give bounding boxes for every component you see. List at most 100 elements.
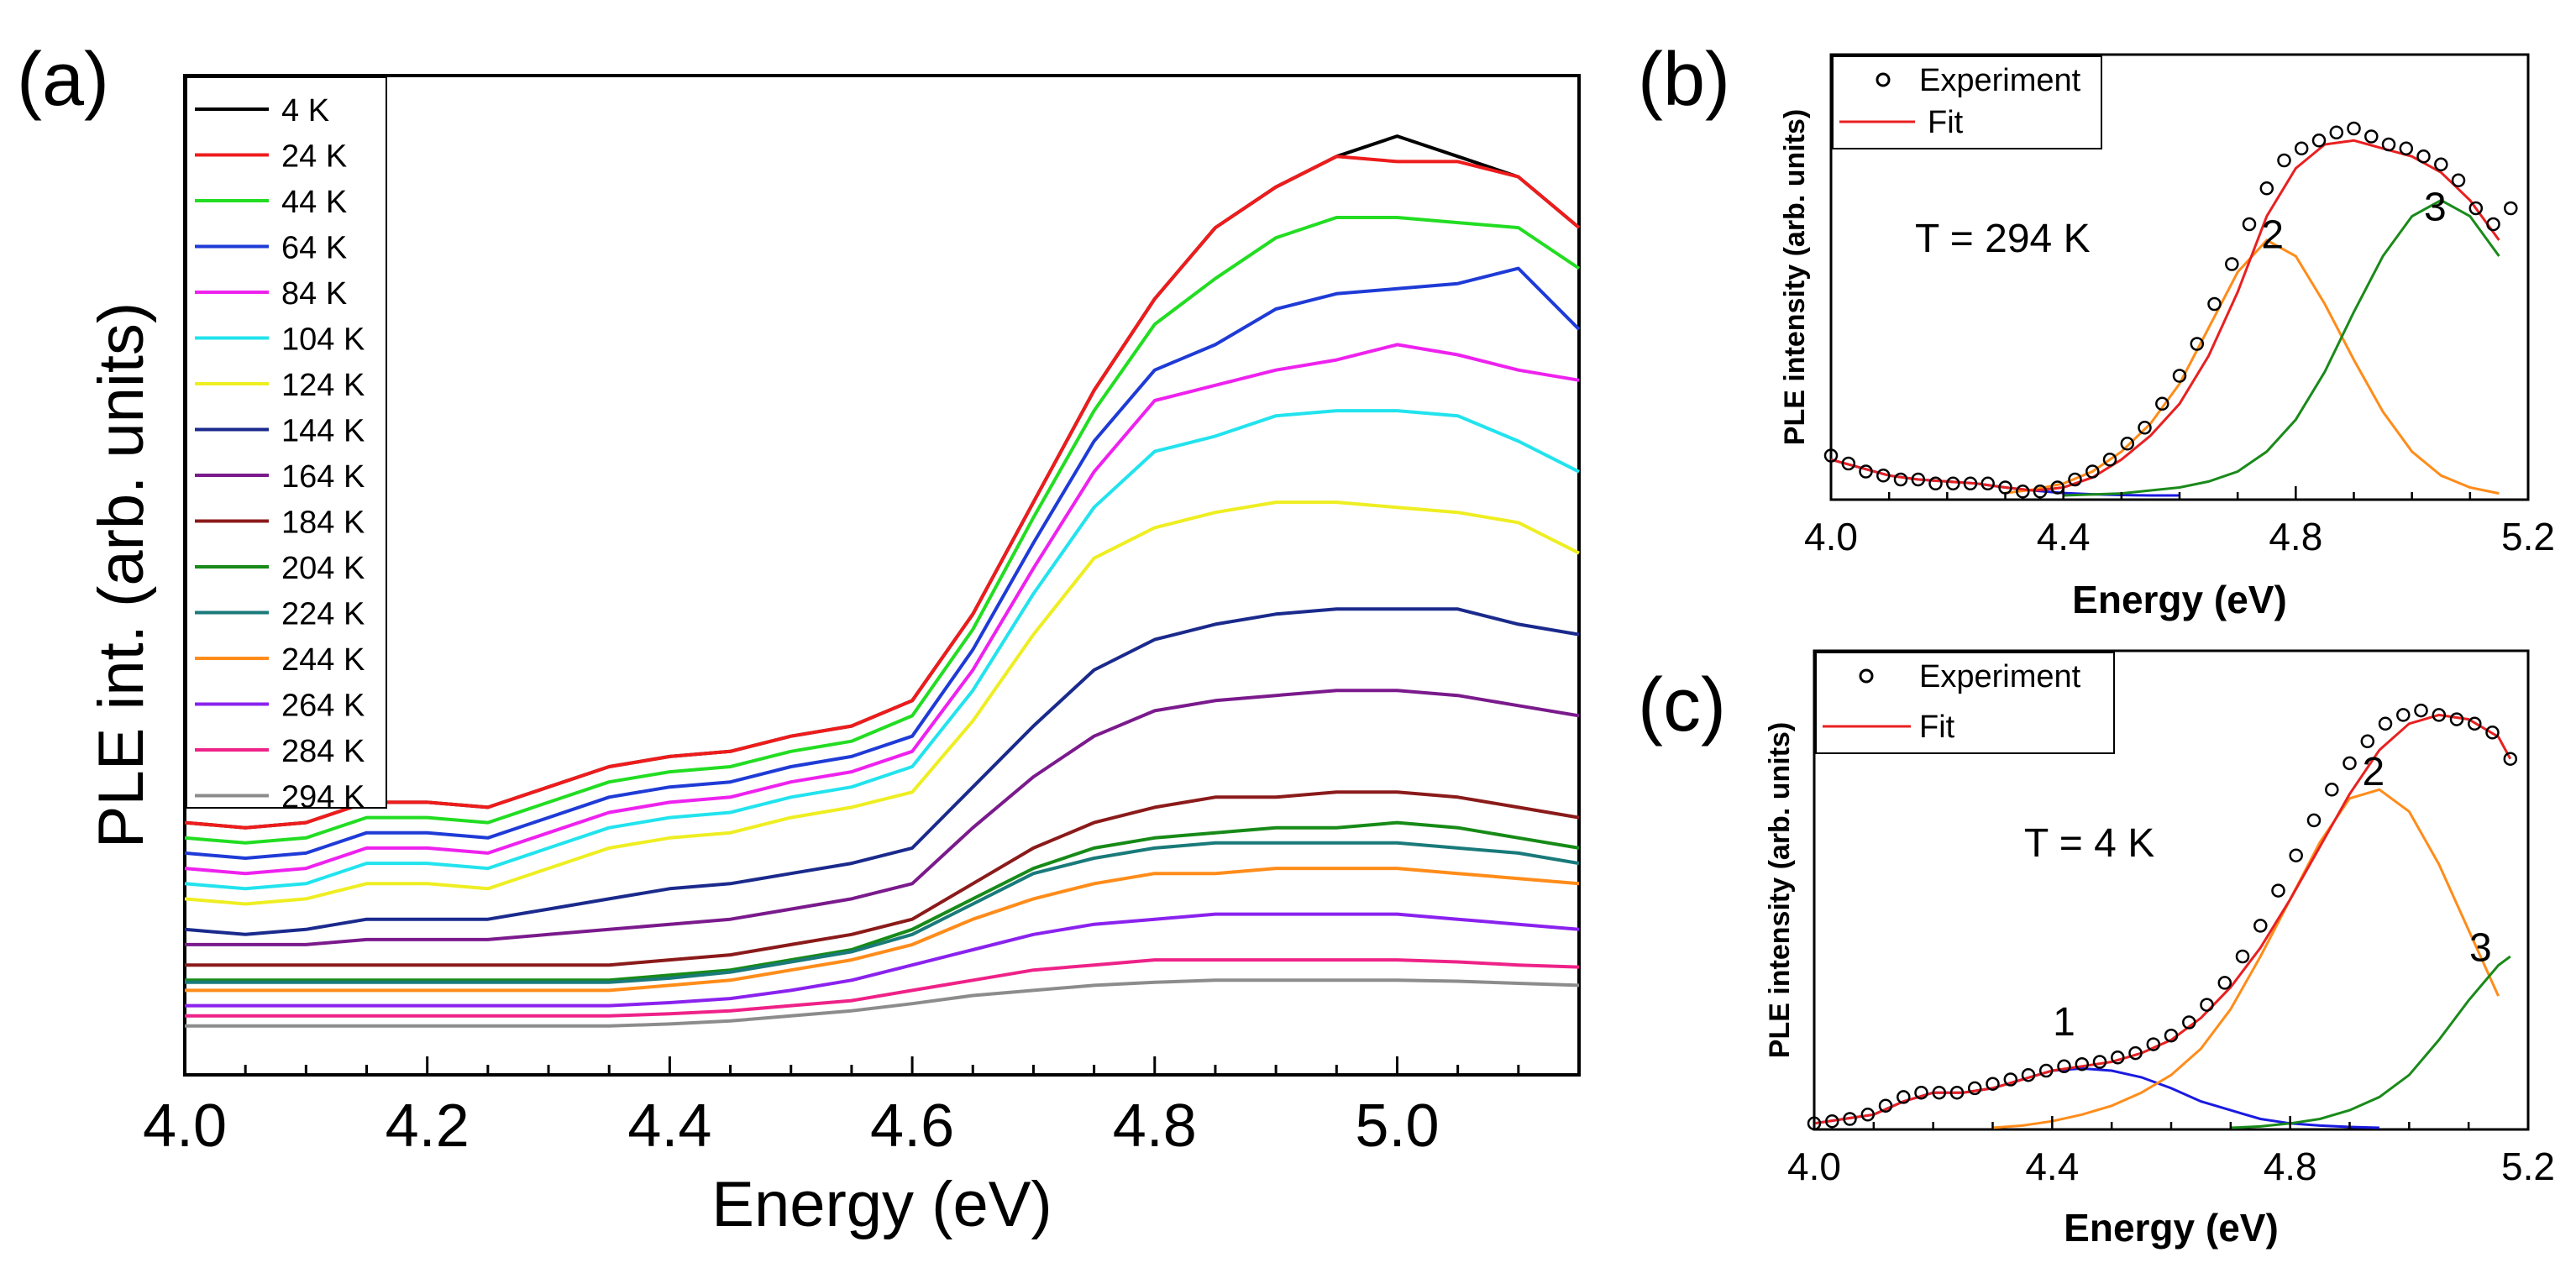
panel-b-experiment-point [2207,296,2222,312]
panel-c-experiment-point [2289,848,2303,862]
panel-b-plot [1823,121,2518,499]
panel-a-x-ticks: 4.0 4.2 4.4 4.6 4.8 5.0 [143,1056,1581,1160]
panel-c-experiment-point [2092,1055,2107,1069]
panel-a-legend-box [186,76,387,809]
panel-label-c: (c) [1638,663,1726,747]
panel-b-x-tick-label: 4.0 [1804,515,1858,558]
panel-a-legend-entry: 44 K [281,185,347,220]
panel-a-legend-entry: 24 K [281,139,347,175]
panel-c-experiment-point [1878,1098,1893,1113]
panel-c-x-ticks: 4.0 4.4 4.8 5.2 [1787,1116,2555,1188]
panel-b-experiment-point [2381,137,2396,152]
panel-b-experiment-point [2085,464,2100,479]
panel-a-x-tick-label: 5.0 [1355,1092,1439,1160]
panel-c-experiment-point [2432,708,2447,722]
panel-c-experiment-point [2360,734,2375,749]
panel-b-experiment-point [2451,173,2466,188]
panel-b-experiment-point [2399,141,2414,156]
panel-a: 4.0 4.2 4.4 4.6 4.8 5.0 Energy (eV) PLE int. … [86,74,1581,1240]
panel-b-experiment-point [2364,129,2379,144]
panel-b: 4.0 4.4 4.8 5.2 Energy (eV) PLE intensity (… [1779,53,2555,621]
panel-b-experiment-point [2068,472,2082,487]
panel-c-experiment-point [1914,1085,1928,1100]
panel-a-x-label: Energy (eV) [711,1169,1052,1240]
panel-b-peak-labels: 23 [2261,185,2446,257]
panel-b-legend-fit: Fit [1928,105,1964,140]
panel-a-series-line [184,343,1580,876]
panel-a-legend-entry: 184 K [281,506,365,541]
panel-c-experiment-point [2146,1037,2161,1051]
panel-c-experiment-point [2128,1045,2143,1061]
panel-b-experiment-point [1841,456,1856,471]
panel-a-series-line [184,607,1580,936]
panel-c-experiment-point [1897,1090,1911,1104]
panel-a-legend-entry: 104 K [281,322,365,358]
panel-a-series-line [184,409,1580,891]
panel-c-experiment-point [2253,919,2268,933]
panel-c-experiment-point [2325,783,2339,797]
panel-c-experiment-point [2003,1072,2018,1087]
panel-c-experiment-point [2057,1059,2071,1074]
panel-c-experiment-point [2164,1028,2179,1043]
panel-c-peak-labels: 1 2 3 [2053,750,2492,1045]
panel-a-frame [183,74,1581,1077]
panel-b-experiment-point [1963,476,1978,491]
panel-c-component-3 [2230,955,2511,1129]
panel-a-y-label: PLE int. (arb. units) [86,302,157,849]
panel-a-legend-entry: 224 K [281,597,365,632]
panel-c-experiment-point [1860,1108,1876,1122]
panel-c-x-tick-label: 4.4 [2025,1145,2079,1188]
panel-c-legend-experiment-marker [1859,668,1874,684]
panel-b-y-label: PLE intensity (arb. units) [1779,109,1811,445]
panel-c-annotation: T = 4 K [2024,821,2154,866]
panel-b-experiment-point [2259,181,2274,196]
panel-c-experiment-point [2468,716,2482,731]
panel-a-series-line [184,155,1581,830]
panel-a-series-line [185,841,1580,984]
panel-c-experiment-point [2021,1067,2036,1082]
panel-b-annotation: T = 294 K [1915,217,2091,261]
panel-c-legend-experiment: Experiment [1919,659,2081,694]
panel-c-x-tick-label: 4.8 [2264,1145,2317,1188]
panel-c-experiment-point [1825,1113,1839,1129]
panel-c-peak-label: 3 [2469,925,2492,970]
panel-b-experiment-point [2120,437,2135,451]
panel-b-component-2 [2005,238,2500,495]
panel-b-experiment-point [2434,157,2448,172]
panel-c-experiment-point [2075,1056,2090,1072]
panel-b-experiment-point [2155,396,2169,411]
panel-c-experiment-point [2200,998,2214,1012]
panel-b-experiment-point [2033,485,2048,499]
panel-c-experiment-point [2217,976,2232,990]
panel-a-series-line [185,978,1580,1028]
panel-a-legend-entry: 4 K [281,93,329,128]
panel-a-series-line [184,134,1581,830]
panel-b-experiment-point [1859,464,1873,479]
panel-b-legend-experiment: Experiment [1919,63,2081,98]
panel-c-experiment-point [2038,1063,2054,1078]
panel-c-x-tick-label: 5.2 [2501,1145,2555,1188]
panel-b-experiment-point [2347,121,2361,136]
panel-a-series-line [184,216,1581,845]
panel-c: 4.0 4.4 4.8 5.2 Energy (eV) PLE intensity (… [1764,649,2555,1250]
panel-c-experiment-point [2414,703,2428,718]
panel-a-series-line [185,689,1580,946]
panel-b-experiment-point [1946,476,1960,491]
panel-c-component-1 [1813,1066,2379,1129]
panel-a-x-tick-label: 4.0 [143,1092,227,1160]
panel-a-x-tick-label: 4.2 [386,1092,470,1160]
panel-b-experiment-point [2504,201,2518,216]
panel-c-legend: Experiment Fit [1815,652,2115,754]
panel-b-experiment-point [1823,448,1839,463]
panel-b-experiment-point [2190,337,2205,351]
panel-b-experiment-point [2277,153,2291,168]
panel-c-experiment-point [2306,813,2322,828]
panel-b-component-1 [1830,458,2180,497]
panel-c-peak-label: 1 [2053,1000,2075,1045]
panel-a-legend-entry: 204 K [281,551,365,586]
panel-a-series-line [185,867,1580,993]
panel-a-series [184,134,1581,1028]
panel-c-experiment-point [1967,1081,1982,1096]
panel-b-peak-label: 2 [2261,213,2284,258]
panel-a-series-line [185,790,1580,967]
